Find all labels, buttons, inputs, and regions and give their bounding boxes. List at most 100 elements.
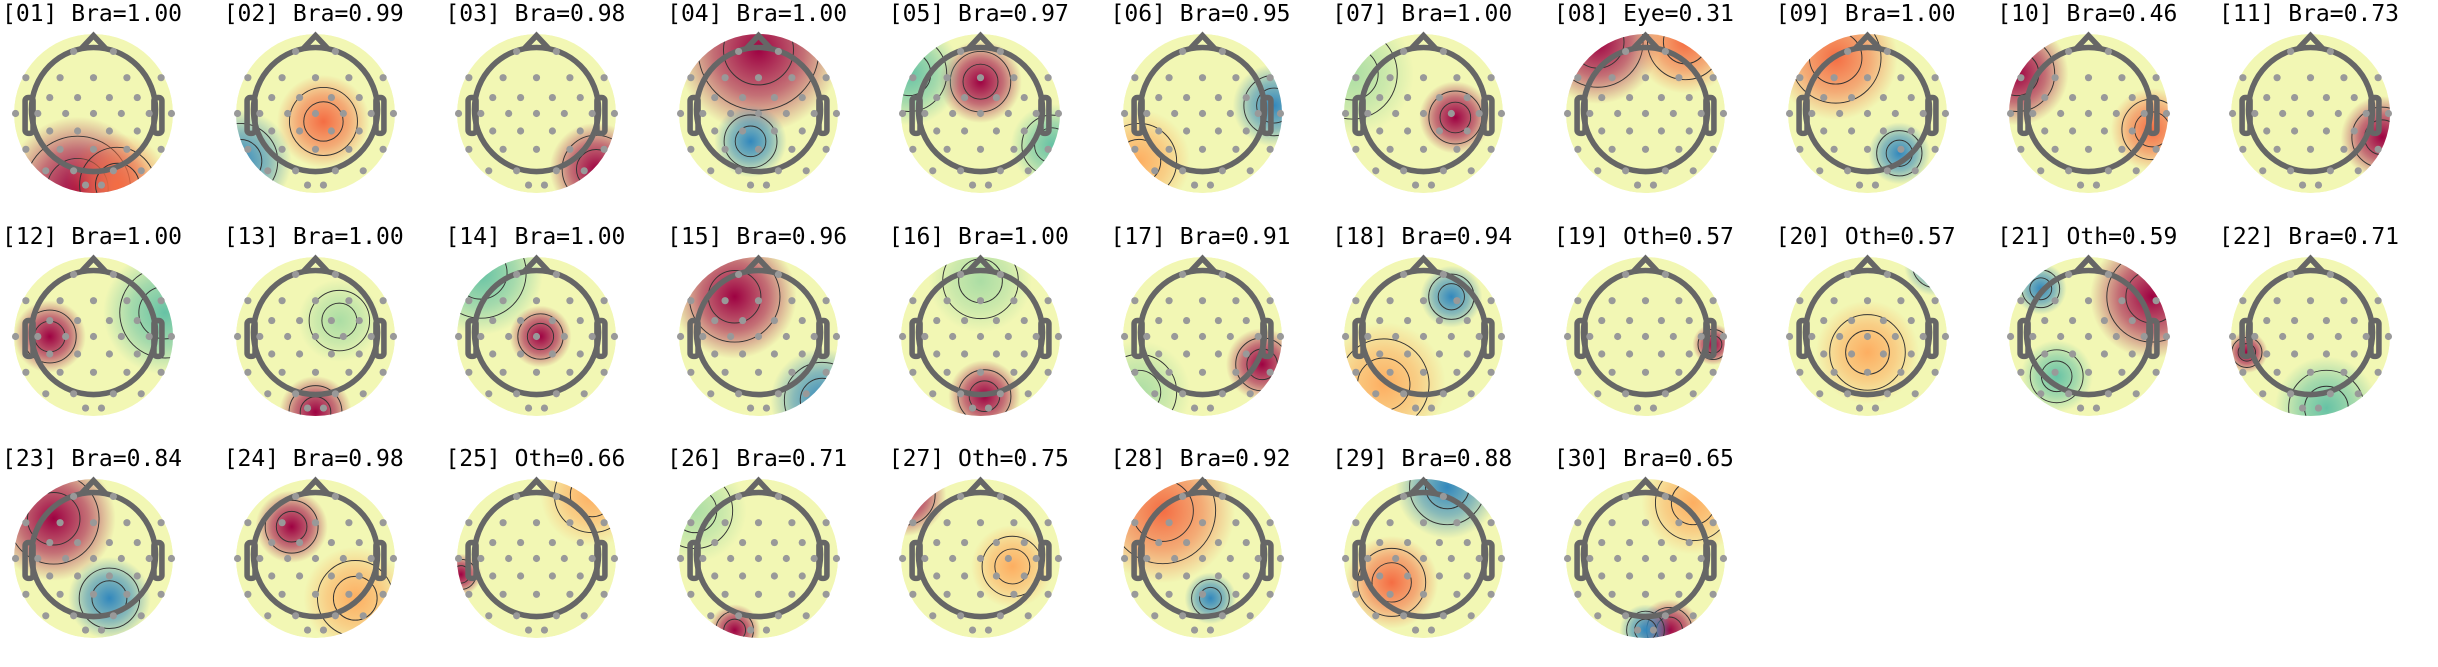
sensor-dot xyxy=(1891,109,1899,118)
sensor-dot xyxy=(1931,145,1939,153)
sensor-dot xyxy=(1352,368,1360,376)
sensor-dot xyxy=(909,145,917,153)
sensor-dot xyxy=(948,554,957,563)
sensor-dot xyxy=(533,74,541,82)
component-panel: [03] Bra=0.98 xyxy=(443,0,665,222)
sensor-dot xyxy=(1376,127,1384,135)
sensor-dot xyxy=(1785,109,1793,118)
component-panel: [27] Oth=0.75 xyxy=(887,445,1109,667)
sensor-dot xyxy=(117,554,125,563)
sensor-dot xyxy=(1376,94,1384,102)
sensor-dot xyxy=(1376,349,1384,358)
sensor-dot xyxy=(295,94,303,102)
sensor-dot xyxy=(517,539,525,547)
activation-region xyxy=(1122,478,1235,584)
sensor-dot xyxy=(499,368,508,376)
sensor-dot xyxy=(1467,612,1475,620)
sensor-dot xyxy=(1598,94,1606,102)
sensor-dot xyxy=(46,127,54,135)
sensor-dot xyxy=(739,94,747,102)
sensor-dot xyxy=(1843,389,1851,397)
sensor-dot xyxy=(2029,332,2037,340)
sensor-dot xyxy=(1931,296,1939,304)
component-title: [03] Bra=0.98 xyxy=(445,1,626,27)
sensor-dot xyxy=(278,296,286,304)
sensor-dot xyxy=(2051,145,2059,153)
sensor-dot xyxy=(1675,145,1683,153)
sensor-dot xyxy=(1907,94,1915,102)
sensor-dot xyxy=(1004,554,1012,563)
sensor-dot xyxy=(1795,145,1804,153)
sensor-dot xyxy=(295,316,303,324)
sensor-dot xyxy=(22,519,30,527)
component-panel: [24] Bra=0.98 xyxy=(222,445,444,667)
sensor-dot xyxy=(89,296,98,304)
sensor-dot xyxy=(968,626,976,634)
sensor-dot xyxy=(243,368,252,376)
sensor-dot xyxy=(1020,539,1028,547)
sensor-dot xyxy=(81,626,90,634)
sensor-dot xyxy=(1807,109,1815,118)
sensor-dot xyxy=(1675,368,1683,376)
sensor-dot xyxy=(2065,270,2073,278)
sensor-dot xyxy=(109,167,117,175)
component-title: [15] Bra=0.96 xyxy=(667,223,848,250)
sensor-dot xyxy=(1863,145,1871,153)
sensor-dot xyxy=(319,181,327,189)
sensor-dot xyxy=(74,349,82,358)
sensor-dot xyxy=(367,332,375,340)
component-title: [12] Bra=1.00 xyxy=(2,223,183,250)
sensor-dot xyxy=(822,145,830,153)
sensor-dot xyxy=(2118,74,2126,82)
sensor-dot xyxy=(1120,332,1128,340)
sensor-dot xyxy=(1142,554,1150,563)
sensor-dot xyxy=(1165,590,1173,598)
sensor-dot xyxy=(2093,404,2101,412)
sensor-dot xyxy=(755,332,763,340)
sensor-dot xyxy=(721,590,729,598)
sensor-dot xyxy=(687,145,695,153)
sensor-dot xyxy=(1231,368,1239,376)
topomap xyxy=(898,31,1062,194)
sensor-dot xyxy=(1819,127,1827,135)
sensor-dot xyxy=(822,368,830,376)
sensor-dot xyxy=(1020,316,1028,324)
sensor-dot xyxy=(1919,332,1927,340)
sensor-dot xyxy=(56,519,64,527)
sensor-dot xyxy=(477,332,485,340)
sensor-dot xyxy=(1165,519,1173,527)
sensor-dot xyxy=(70,167,78,175)
sensor-dot xyxy=(278,590,286,598)
sensor-dot xyxy=(499,519,508,527)
sensor-dot xyxy=(2132,389,2141,397)
sensor-dot xyxy=(1453,74,1461,82)
sensor-dot xyxy=(465,368,473,376)
sensor-dot xyxy=(553,47,561,56)
sensor-dot xyxy=(311,590,319,598)
sensor-dot xyxy=(2065,47,2073,56)
sensor-dot xyxy=(513,47,521,56)
sensor-dot xyxy=(2118,145,2126,153)
sensor-dot xyxy=(774,389,783,397)
sensor-dot xyxy=(2017,296,2025,304)
sensor-dot xyxy=(2239,368,2247,376)
head-outline xyxy=(465,253,609,397)
sensor-dot xyxy=(755,519,763,527)
sensor-dot xyxy=(513,612,521,620)
contour-line xyxy=(1357,547,1427,617)
sensor-dot xyxy=(34,109,42,118)
sensor-dot xyxy=(379,74,387,82)
sensor-dot xyxy=(339,109,347,118)
sensor-dot xyxy=(42,167,50,175)
sensor-dot xyxy=(2263,349,2271,358)
sensor-dot xyxy=(1657,127,1665,135)
sensor-dot xyxy=(243,145,252,153)
sensor-dot xyxy=(921,332,929,340)
sensor-dot xyxy=(898,109,906,118)
component-title: [17] Bra=0.91 xyxy=(1110,223,1291,250)
sensor-dot xyxy=(984,181,992,189)
sensor-dot xyxy=(1574,74,1582,82)
sensor-dot xyxy=(600,296,609,304)
sensor-dot xyxy=(70,47,78,56)
sensor-dot xyxy=(74,539,82,547)
